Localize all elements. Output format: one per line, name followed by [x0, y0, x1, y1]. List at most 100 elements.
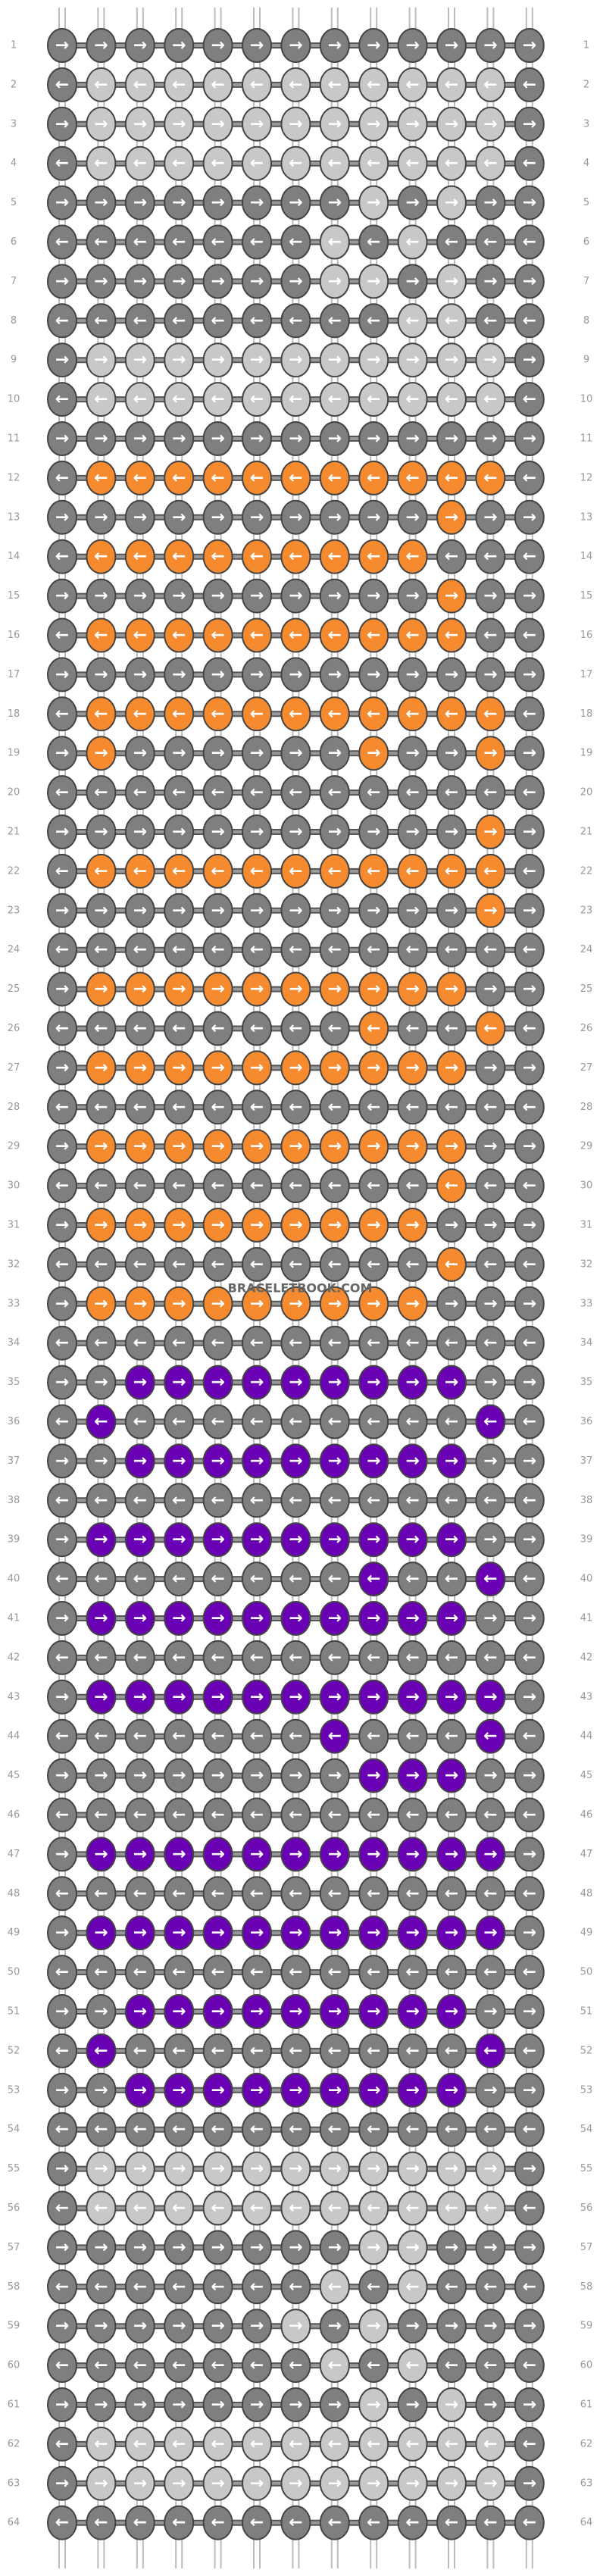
knot-arrow: → — [367, 272, 380, 291]
knot — [202, 1011, 233, 1046]
knot — [514, 2505, 545, 2540]
knot — [514, 1246, 545, 1282]
knot-arrow: → — [289, 193, 302, 212]
knot — [47, 2465, 77, 2501]
knot-arrow: ← — [289, 2356, 302, 2375]
row-number: 63 — [580, 2478, 593, 2489]
knot — [47, 1286, 77, 1321]
knot — [164, 1797, 195, 1833]
knot-arrow: → — [405, 1609, 419, 1628]
knot — [514, 2230, 545, 2265]
knot-arrow: ← — [445, 1727, 458, 1746]
knot-arrow: ← — [523, 2277, 536, 2296]
knot-arrow: → — [483, 586, 497, 605]
knot-arrow: → — [55, 2317, 69, 2336]
knot — [47, 932, 77, 968]
knot-arrow: → — [289, 508, 302, 527]
knot — [124, 106, 155, 142]
knot — [280, 1915, 311, 1951]
knot — [436, 853, 467, 889]
knot — [124, 2387, 155, 2422]
knot — [280, 1443, 311, 1479]
knot-arrow: ← — [405, 75, 419, 94]
knot — [436, 539, 467, 574]
knot-arrow: ← — [483, 783, 497, 802]
knot — [124, 1797, 155, 1833]
knot — [514, 2387, 545, 2422]
knot — [124, 1758, 155, 1793]
knot-arrow: → — [523, 665, 536, 684]
knot-arrow: → — [523, 114, 536, 133]
knot — [514, 1208, 545, 1243]
knot — [358, 2230, 389, 2265]
knot-arrow: → — [94, 1924, 108, 1943]
knot — [319, 1562, 350, 1597]
knot — [436, 932, 467, 968]
knot — [475, 2190, 506, 2226]
knot-arrow: ← — [172, 547, 186, 566]
knot — [280, 106, 311, 142]
knot — [86, 1601, 117, 1636]
knot-arrow: ← — [483, 390, 497, 409]
knot-arrow: → — [250, 901, 264, 920]
knot-arrow: ← — [328, 2199, 342, 2218]
knot-arrow: ← — [172, 1412, 186, 1431]
knot-arrow: ← — [55, 2434, 69, 2453]
knot — [47, 2072, 77, 2108]
knot-arrow: ← — [483, 861, 497, 880]
knot-arrow: ← — [172, 705, 186, 724]
knot-arrow: → — [211, 2159, 224, 2178]
knot-arrow: ← — [405, 390, 419, 409]
knot — [514, 736, 545, 771]
knot — [475, 421, 506, 456]
row-number: 20 — [580, 787, 593, 799]
knot — [475, 2151, 506, 2187]
knot-arrow: → — [55, 1687, 69, 1706]
knot-arrow: → — [55, 351, 69, 370]
knot-arrow: → — [250, 2159, 264, 2178]
knot — [124, 1050, 155, 1086]
knot — [202, 1758, 233, 1793]
knot — [47, 185, 77, 220]
row-number: 17 — [580, 669, 593, 680]
row-number: 18 — [580, 708, 593, 720]
knot-arrow: → — [328, 1609, 342, 1628]
knot — [202, 736, 233, 771]
knot-arrow: ← — [289, 2199, 302, 2218]
knot — [164, 1168, 195, 1204]
row-number: 44 — [580, 1730, 593, 1742]
knot — [436, 1876, 467, 1912]
knot — [436, 2033, 467, 2068]
knot — [436, 2465, 467, 2501]
knot — [475, 1955, 506, 1990]
knot-arrow: ← — [172, 940, 186, 959]
knot — [436, 1915, 467, 1951]
knot-arrow: → — [445, 2159, 458, 2178]
knot-arrow: ← — [172, 2356, 186, 2375]
knot-arrow: → — [523, 1530, 536, 1549]
knot — [397, 775, 428, 811]
knot-arrow: → — [483, 1294, 497, 1313]
knot — [475, 1601, 506, 1636]
knot-arrow: ← — [55, 2513, 69, 2532]
knot-arrow: ← — [483, 154, 497, 173]
knot — [514, 1286, 545, 1321]
knot-arrow: → — [523, 1609, 536, 1628]
knot — [202, 28, 233, 63]
knot — [475, 578, 506, 614]
knot-arrow: → — [211, 1687, 224, 1706]
row-number: 14 — [580, 551, 593, 562]
knot-arrow: ← — [55, 1098, 69, 1117]
knot-arrow: → — [94, 508, 108, 527]
knot — [280, 67, 311, 102]
knot — [242, 1011, 272, 1046]
knot-arrow: ← — [172, 2277, 186, 2296]
row-number: 63 — [8, 2478, 20, 2489]
knot — [124, 578, 155, 614]
row-number: 50 — [580, 1967, 593, 1978]
knot-arrow: → — [483, 744, 497, 763]
knot-arrow: ← — [289, 2277, 302, 2296]
knot — [514, 1955, 545, 1990]
knot-arrow: → — [405, 193, 419, 212]
knot — [86, 1562, 117, 1597]
